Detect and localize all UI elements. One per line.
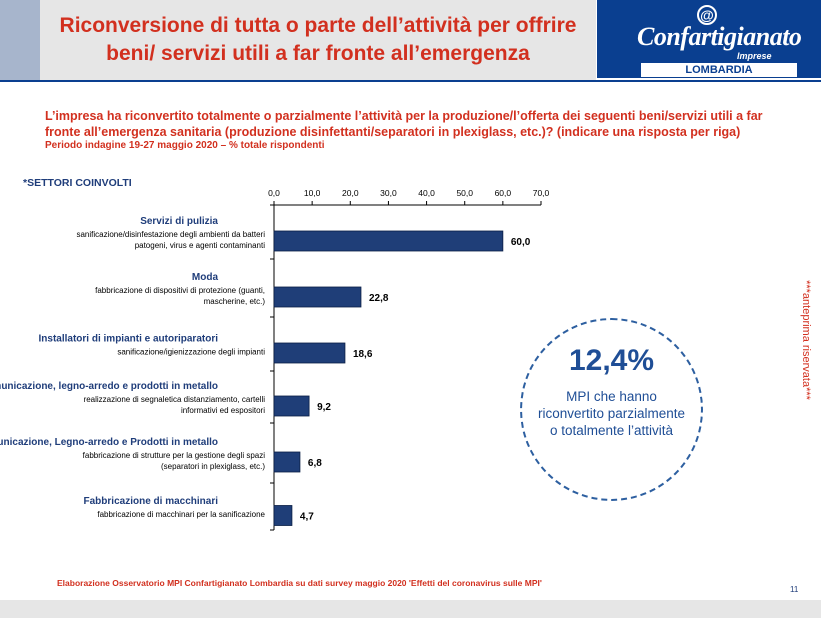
bar-value-label: 18,6: [353, 349, 373, 360]
category-item-label: mascherine, etc.): [204, 297, 266, 306]
page-number: 11: [790, 585, 799, 594]
highlight-line-2: riconvertito parzialmente: [537, 406, 686, 421]
sectors-label: *SETTORI COINVOLTI: [23, 177, 132, 189]
bar-value-label: 22,8: [369, 293, 389, 304]
x-tick-label: 30,0: [380, 188, 397, 198]
question-text: L’impresa ha riconvertito totalmente o p…: [45, 109, 763, 139]
highlight-text: MPI che hanno riconvertito parzialmente …: [522, 388, 701, 439]
header-divider: [0, 80, 821, 82]
highlight-line-1: MPI che hanno: [566, 389, 657, 404]
bar: [273, 395, 310, 417]
bar: [273, 230, 504, 252]
title-line-2: beni/ servizi utili a far fronte all’eme…: [106, 42, 530, 65]
bar: [273, 286, 362, 308]
logo-name: Confartigianato: [637, 22, 802, 51]
side-note-text: ***anteprima riservata***: [800, 280, 812, 400]
category-sector-label: Moda: [192, 272, 219, 283]
category-item-label: sanificazione/igienizzazione degli impia…: [117, 348, 265, 357]
header-left-stripe: [0, 0, 40, 80]
logo-sub: Imprese: [737, 51, 772, 61]
survey-period: Periodo indagine 19-27 maggio 2020 – % t…: [45, 140, 325, 151]
bar: [273, 342, 346, 364]
bar: [273, 505, 293, 526]
logo-region: LOMBARDIA: [641, 63, 797, 77]
side-note: ***anteprima riservata***: [799, 270, 813, 410]
x-tick-label: 60,0: [495, 188, 512, 198]
bar-value-label: 4,7: [300, 512, 314, 523]
category-item-label: fabbricazione di macchinari per la sanif…: [97, 510, 265, 519]
category-item-label: informativi ed espositori: [181, 406, 265, 415]
category-item-label: sanificazione/disinfestazione degli ambi…: [76, 230, 265, 239]
bar-value-label: 9,2: [317, 402, 331, 413]
category-sector-label: Comunicazione, legno-arredo e prodotti i…: [0, 381, 218, 392]
footer-band: [0, 600, 821, 618]
highlight-value: 12,4%: [568, 344, 655, 377]
page-title: Riconversione di tutta o parte dell’atti…: [50, 12, 587, 68]
category-item-label: realizzazione di segnaletica distanziame…: [84, 395, 266, 404]
category-item-label: fabbricazione di strutture per la gestio…: [83, 451, 266, 460]
bar-value-label: 6,8: [308, 458, 322, 469]
category-sector-label: Servizi di pulizia: [140, 216, 218, 227]
category-item-label: fabbricazione di dispositivi di protezio…: [95, 286, 265, 295]
footer-source: Elaborazione Osservatorio MPI Confartigi…: [57, 578, 542, 588]
x-tick-label: 50,0: [456, 188, 473, 198]
header: Riconversione di tutta o parte dell’atti…: [0, 0, 821, 80]
category-item-label: (separatori in plexiglass, etc.): [161, 462, 265, 471]
x-tick-label: 10,0: [304, 188, 321, 198]
category-item-label: patogeni, virus e agenti contaminanti: [135, 241, 266, 250]
bar-value-label: 60,0: [511, 237, 531, 248]
x-tick-label: 70,0: [533, 188, 550, 198]
highlight-line-3: o totalmente l’attività: [549, 423, 674, 438]
bar: [273, 451, 301, 473]
logo-at-symbol: @: [697, 5, 717, 25]
x-tick-label: 20,0: [342, 188, 359, 198]
category-sector-label: Installatori di impianti e autoriparator…: [39, 334, 219, 345]
title-line-1: Riconversione di tutta o parte dell’atti…: [59, 14, 577, 37]
logo: @ Confartigianato Imprese LOMBARDIA: [597, 0, 821, 78]
title-box: Riconversione di tutta o parte dell’atti…: [40, 0, 596, 80]
category-sector-label: Fabbricazione di macchinari: [84, 496, 219, 507]
category-sector-label: Comunicazione, Legno-arredo e Prodotti i…: [0, 437, 218, 448]
highlight-circle: 12,4% MPI che hanno riconvertito parzial…: [520, 318, 703, 501]
x-tick-label: 0,0: [268, 188, 280, 198]
x-tick-label: 40,0: [418, 188, 435, 198]
